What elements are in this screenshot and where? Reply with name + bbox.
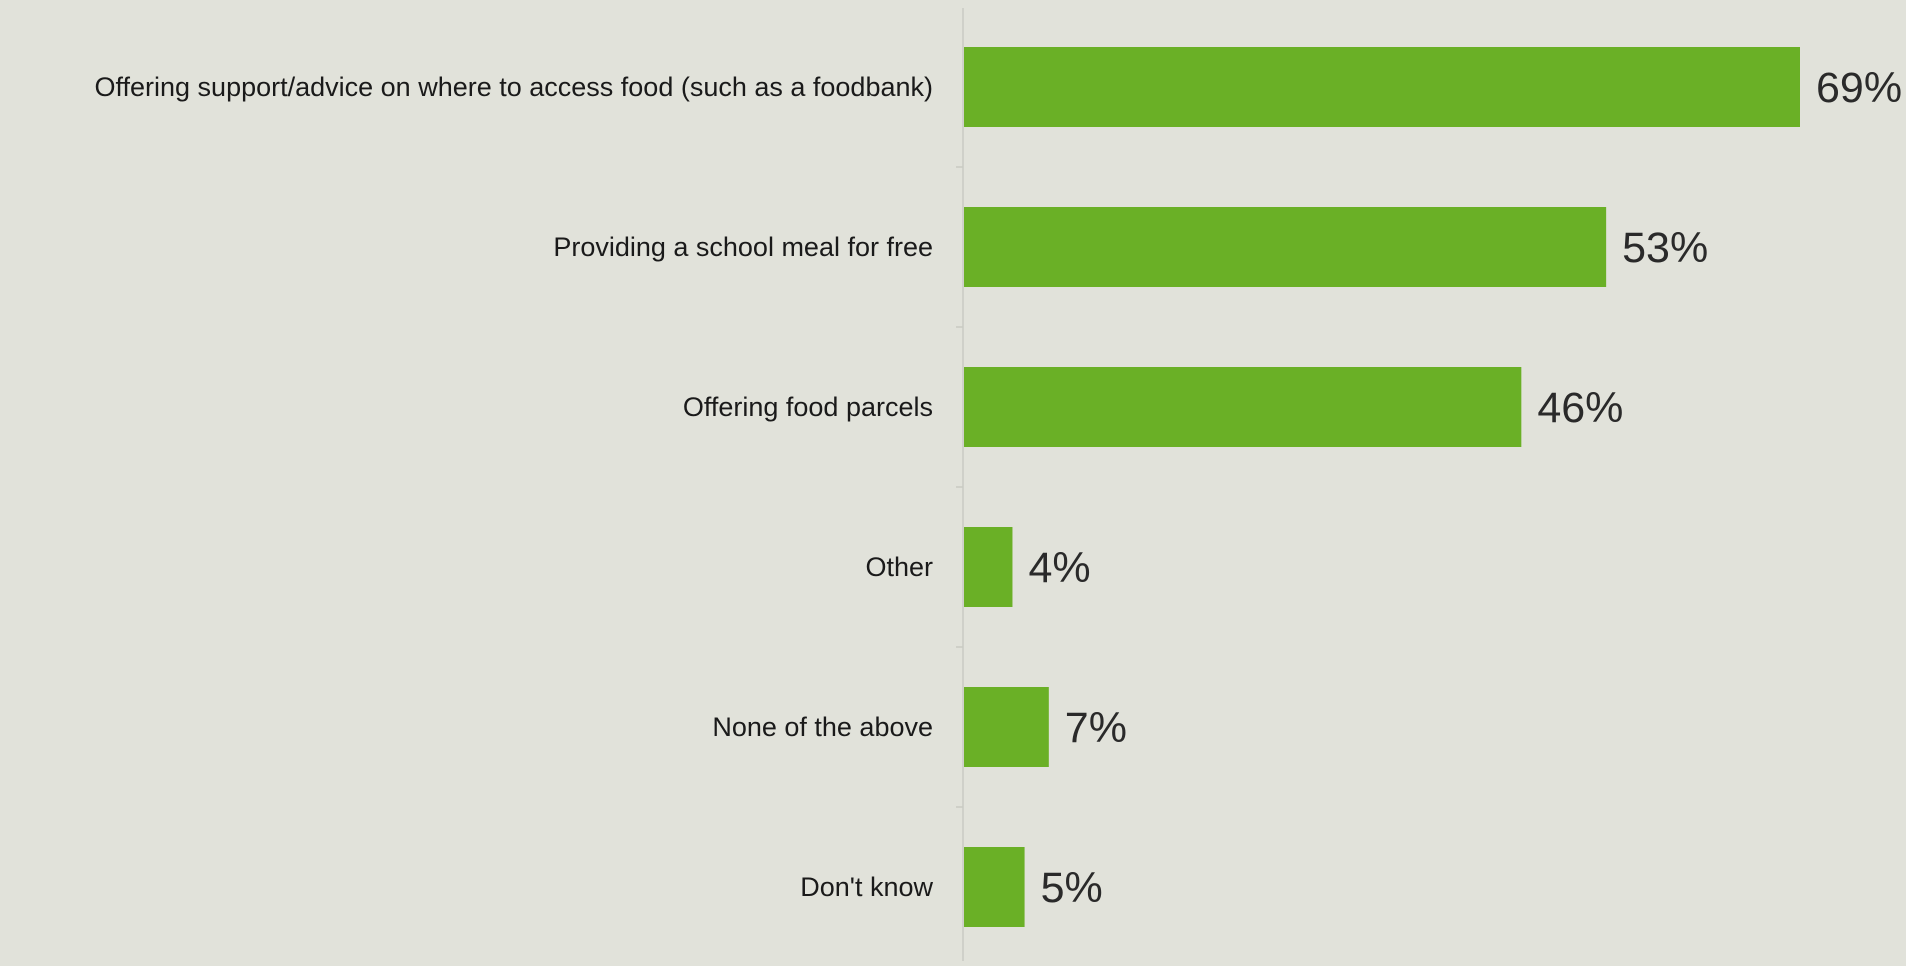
value-label-2: 46% [1537,384,1623,432]
value-label-5: 5% [1041,864,1103,912]
category-label-0: Offering support/advice on where to acce… [95,72,934,102]
bars-layer [964,47,1800,927]
value-label-1: 53% [1622,224,1708,272]
category-label-5: Don't know [800,872,933,902]
category-label-1: Providing a school meal for free [553,232,933,262]
bar-1 [964,207,1607,287]
value-label-4: 7% [1065,704,1127,752]
bar-0 [964,47,1800,127]
value-label-3: 4% [1028,544,1090,592]
bar-5 [964,847,1025,927]
bar-2 [964,367,1522,447]
category-label-3: Other [865,552,933,582]
bar-4 [964,687,1049,767]
labels-layer: Offering support/advice on where to acce… [95,64,1903,912]
bar-3 [964,527,1013,607]
value-label-0: 69% [1816,64,1902,112]
axis-layer [956,8,964,961]
category-label-4: None of the above [712,712,933,742]
category-label-2: Offering food parcels [683,392,933,422]
